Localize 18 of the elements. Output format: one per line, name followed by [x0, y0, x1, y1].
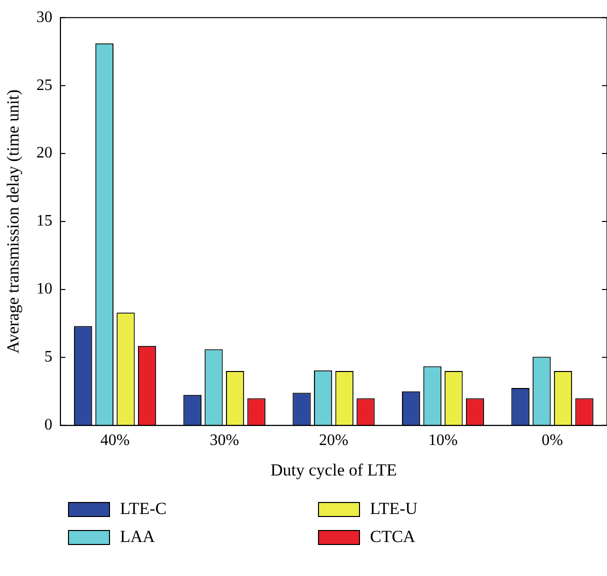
y-tick-label: 5	[44, 348, 52, 366]
y-tick-label: 30	[36, 8, 52, 26]
x-tick-label: 20%	[319, 432, 348, 450]
legend-label: LAA	[120, 527, 155, 547]
y-tick-label: 25	[36, 76, 52, 94]
y-tick-label: 0	[44, 416, 52, 434]
y-axis-title: Average transmission delay (time unit)	[4, 89, 23, 354]
y-tick-label: 20	[36, 144, 52, 162]
legend-label: LTE-U	[370, 499, 418, 519]
x-tick-label: 10%	[428, 432, 458, 450]
y-tick-label: 10	[36, 280, 52, 298]
x-tick-label: 0%	[542, 432, 564, 450]
legend-label: CTCA	[370, 527, 416, 547]
y-tick-label: 15	[36, 212, 52, 230]
x-tick-label: 40%	[100, 432, 130, 450]
legend-label: LTE-C	[120, 499, 167, 519]
x-axis-title: Duty cycle of LTE	[270, 460, 397, 480]
x-tick-label: 30%	[210, 432, 240, 450]
